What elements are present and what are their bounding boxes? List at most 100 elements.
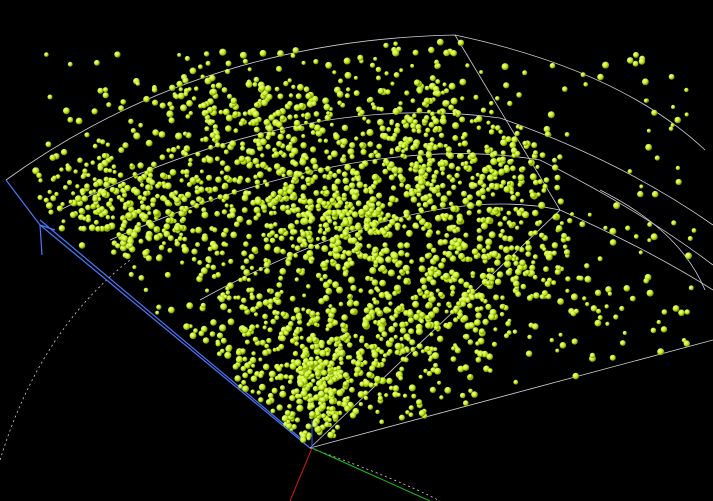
- galaxy-point: [476, 235, 484, 242]
- galaxy-point: [463, 164, 469, 171]
- galaxy-point: [675, 165, 681, 171]
- galaxy-point: [344, 71, 352, 79]
- galaxy-point: [166, 201, 172, 207]
- galaxy-point: [497, 221, 503, 227]
- galaxy-point: [392, 290, 398, 296]
- galaxy-point: [274, 315, 280, 321]
- galaxy-point: [69, 211, 77, 218]
- galaxy-point: [302, 293, 307, 298]
- galaxy-point: [450, 290, 455, 295]
- galaxy-point: [313, 111, 320, 117]
- galaxy-point: [343, 333, 349, 339]
- galaxy-point: [410, 295, 416, 301]
- galaxy-point: [93, 219, 99, 225]
- galaxy-point: [408, 405, 414, 411]
- galaxy-point: [256, 293, 263, 300]
- galaxy-point: [193, 328, 198, 334]
- galaxy-point: [375, 206, 382, 213]
- galaxy-point: [313, 59, 319, 65]
- galaxy-point: [416, 187, 422, 193]
- galaxy-point: [452, 224, 457, 229]
- galaxy-point: [305, 176, 312, 184]
- galaxy-point: [312, 422, 318, 428]
- galaxy-point: [353, 333, 359, 339]
- galaxy-point: [92, 196, 99, 203]
- galaxy-point: [304, 120, 309, 125]
- galaxy-point: [297, 83, 304, 91]
- galaxy-point: [122, 192, 128, 198]
- galaxy-point: [306, 436, 311, 441]
- galaxy-point: [158, 131, 166, 138]
- galaxy-point: [313, 347, 321, 355]
- galaxy-point: [374, 375, 382, 383]
- galaxy-point: [297, 124, 303, 131]
- galaxy-point: [52, 175, 57, 181]
- galaxy-point: [211, 243, 219, 251]
- galaxy-point: [156, 304, 162, 310]
- galaxy-point: [481, 248, 487, 254]
- galaxy-point: [290, 203, 297, 209]
- galaxy-point: [404, 183, 412, 191]
- galaxy-point: [489, 109, 494, 115]
- galaxy-point: [429, 386, 436, 393]
- galaxy-point: [468, 322, 476, 329]
- galaxy-point: [235, 349, 242, 356]
- galaxy-point: [136, 208, 142, 215]
- galaxy-point: [181, 246, 190, 254]
- galaxy-point: [227, 308, 232, 314]
- galaxy-point: [103, 176, 110, 182]
- galaxy-point: [504, 255, 511, 262]
- galaxy-point: [597, 73, 604, 81]
- galaxy-point: [558, 332, 563, 337]
- galaxy-point: [165, 217, 172, 224]
- galaxy-point: [272, 147, 277, 153]
- galaxy-point: [416, 128, 422, 134]
- galaxy-point: [279, 268, 287, 275]
- galaxy-point: [287, 188, 293, 195]
- galaxy-point: [239, 51, 247, 59]
- galaxy-point: [233, 221, 240, 228]
- galaxy-point: [245, 177, 251, 183]
- galaxy-point: [342, 177, 350, 185]
- galaxy-point: [436, 191, 442, 198]
- galaxy-point: [304, 156, 309, 161]
- galaxy-point: [178, 87, 183, 92]
- galaxy-point: [198, 64, 203, 70]
- galaxy-point: [405, 270, 410, 275]
- galaxy-point: [120, 222, 127, 229]
- galaxy-point: [399, 366, 405, 372]
- galaxy-point: [78, 242, 86, 249]
- galaxy-point: [391, 252, 399, 260]
- galaxy-point: [122, 142, 129, 149]
- galaxy-point: [168, 306, 175, 314]
- galaxy-point: [525, 244, 532, 252]
- galaxy-point: [392, 49, 400, 57]
- galaxy-point: [369, 365, 376, 372]
- galaxy-point: [561, 232, 568, 239]
- galaxy-point: [256, 301, 263, 308]
- galaxy-point: [393, 41, 398, 47]
- galaxy-point: [594, 319, 602, 327]
- galaxy-point: [527, 334, 532, 340]
- galaxy-point: [551, 242, 559, 249]
- galaxy-point: [396, 392, 401, 397]
- galaxy-point: [379, 106, 384, 112]
- galaxy-point: [539, 152, 546, 159]
- galaxy-point: [410, 63, 415, 68]
- axis-triad-icon: [289, 420, 431, 501]
- galaxy-point: [444, 386, 452, 394]
- galaxy-point: [287, 379, 293, 385]
- galaxy-point: [215, 272, 221, 278]
- galaxy-point: [37, 194, 43, 201]
- galaxy-point: [371, 105, 377, 111]
- galaxy-point: [220, 303, 228, 311]
- galaxy-point: [121, 181, 126, 187]
- galaxy-point: [501, 135, 507, 141]
- galaxy-point: [312, 336, 318, 343]
- galaxy-point: [359, 142, 365, 148]
- galaxy-point: [284, 410, 291, 416]
- galaxy-point: [425, 315, 431, 320]
- galaxy-point: [516, 92, 522, 98]
